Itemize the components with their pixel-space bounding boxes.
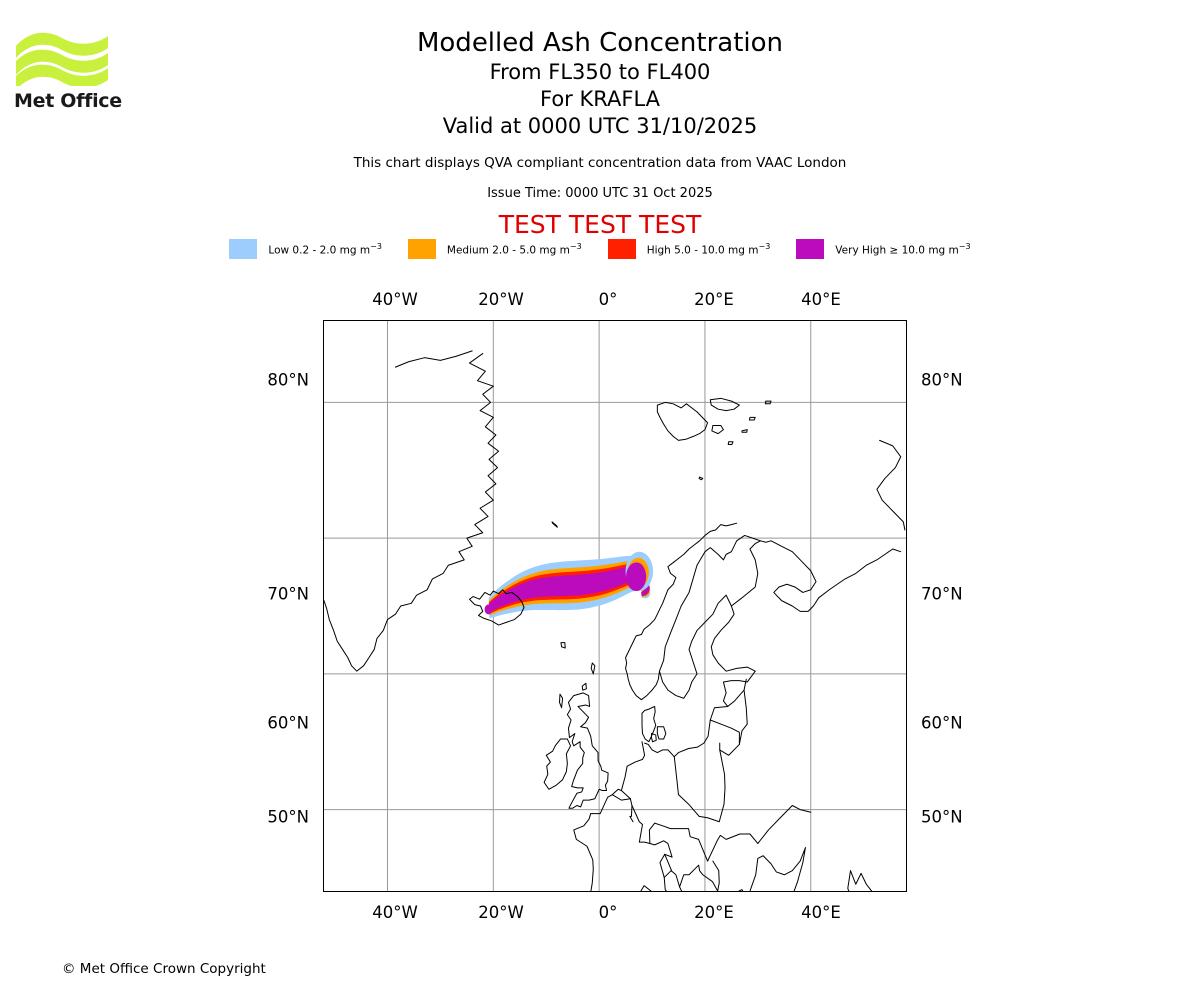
legend-swatch xyxy=(407,239,436,259)
map-frame xyxy=(323,320,907,892)
coastline-path xyxy=(711,425,724,435)
test-banner: TEST TEST TEST xyxy=(498,210,702,239)
title-volcano: For KRAFLA xyxy=(540,87,660,111)
coastline-path xyxy=(738,889,744,891)
coastline-path xyxy=(656,401,709,441)
lon-tick-label: 40°W xyxy=(372,903,418,922)
coastline-path xyxy=(719,678,748,756)
lat-tick-label: 50°N xyxy=(921,807,963,827)
title-flight-levels: From FL350 to FL400 xyxy=(489,60,711,84)
coastline-path xyxy=(658,594,756,699)
lat-tick-label: 60°N xyxy=(267,713,309,733)
coastline-path xyxy=(566,692,609,809)
coastline-path xyxy=(611,794,631,801)
coastline-path xyxy=(629,798,673,858)
legend-item: Low 0.2 - 2.0 mg m−3 xyxy=(229,239,382,259)
coastline-path xyxy=(560,642,566,649)
legend-label: Low 0.2 - 2.0 mg m−3 xyxy=(268,241,382,257)
legend-label: Very High ≥ 10.0 mg m−3 xyxy=(835,241,971,257)
legend-swatch xyxy=(229,239,258,259)
concentration-legend: Low 0.2 - 2.0 mg m−3 Medium 2.0 - 5.0 mg … xyxy=(0,239,1200,259)
chart-title-block: Modelled Ash Concentration From FL350 to… xyxy=(0,28,1200,240)
coastline-path xyxy=(644,670,756,758)
lon-tick-label: 20°E xyxy=(694,290,734,309)
coastline-path xyxy=(847,870,851,891)
lon-tick-label: 40°E xyxy=(801,290,841,309)
lat-tick-label: 70°N xyxy=(267,584,309,604)
legend-item: Very High ≥ 10.0 mg m−3 xyxy=(796,239,971,259)
coastline-path xyxy=(658,534,772,672)
coastline-path xyxy=(581,682,587,691)
ash-source-marker xyxy=(484,604,493,615)
coastline-path xyxy=(573,813,806,891)
coastline-path xyxy=(659,853,666,878)
coastline-path xyxy=(679,864,719,891)
copyright-notice: © Met Office Crown Copyright xyxy=(62,961,266,977)
coastline-path xyxy=(764,400,772,405)
coastline-path xyxy=(543,738,572,790)
coastline-path xyxy=(709,719,740,745)
coastline-path xyxy=(698,476,704,481)
coastline-path xyxy=(770,540,902,612)
coastline-path xyxy=(629,805,634,823)
ash-plume-lobe xyxy=(626,562,647,592)
coastline-path xyxy=(656,726,667,740)
lat-tick-label: 60°N xyxy=(921,713,963,733)
coastline-path xyxy=(625,522,738,701)
coastline-path xyxy=(324,353,500,672)
lon-tick-label: 0° xyxy=(598,903,618,922)
coastline-path xyxy=(709,397,740,412)
page-title: Modelled Ash Concentration xyxy=(416,28,784,58)
lon-tick-label: 20°W xyxy=(478,290,524,309)
met-office-logo: Met Office xyxy=(14,28,126,113)
lat-tick-label: 50°N xyxy=(267,807,309,827)
met-office-logo-text: Met Office xyxy=(14,90,122,112)
coastline-path xyxy=(558,693,564,709)
coastline-path xyxy=(590,662,596,675)
lat-tick-label: 80°N xyxy=(267,370,309,390)
coastline-path xyxy=(620,790,631,800)
coastline-path xyxy=(648,822,759,862)
map-canvas xyxy=(324,321,906,891)
issue-time: Issue Time: 0000 UTC 31 Oct 2025 xyxy=(487,186,713,201)
coastline-path xyxy=(730,540,761,607)
lon-tick-label: 40°E xyxy=(801,903,841,922)
coastline-path xyxy=(469,589,525,626)
coastline-path xyxy=(673,742,726,823)
coastline-path xyxy=(551,521,558,528)
coastline-path xyxy=(590,741,646,815)
qva-compliance-note: This chart displays QVA compliant concen… xyxy=(353,155,847,171)
coastline-path xyxy=(664,853,673,872)
coastlines xyxy=(324,350,906,891)
graticule xyxy=(324,321,906,891)
coastline-path xyxy=(748,416,756,421)
lat-tick-label: 80°N xyxy=(921,370,963,390)
coastline-path xyxy=(394,350,473,368)
legend-label: High 5.0 - 10.0 mg m−3 xyxy=(646,241,771,257)
lon-tick-label: 0° xyxy=(598,290,618,309)
coastline-path xyxy=(727,441,734,445)
legend-swatch xyxy=(796,239,825,259)
legend-item: High 5.0 - 10.0 mg m−3 xyxy=(607,239,771,259)
ash-concentration-map: 40°W 40°W 20°W 20°W 0° 0° 20°E 20°E 40°E 40°E 80°N… xyxy=(267,290,962,922)
legend-item: Medium 2.0 - 5.0 mg m−3 xyxy=(407,239,582,259)
coastline-path xyxy=(741,429,748,433)
ash-contour-very-high xyxy=(488,566,650,613)
coastline-path xyxy=(641,705,657,743)
coastline-path xyxy=(757,805,812,844)
coastline-path xyxy=(650,733,657,743)
met-office-wave-icon xyxy=(16,32,108,86)
lon-tick-label: 20°E xyxy=(694,903,734,922)
coastline-path xyxy=(876,439,906,531)
title-valid-time: Valid at 0000 UTC 31/10/2025 xyxy=(442,114,758,138)
lon-tick-label: 20°W xyxy=(478,903,524,922)
legend-swatch xyxy=(607,239,636,259)
legend-label: Medium 2.0 - 5.0 mg m−3 xyxy=(446,241,582,257)
coastline-path xyxy=(727,689,745,707)
lon-tick-label: 40°W xyxy=(372,290,418,309)
ash-plume-contours xyxy=(484,551,654,619)
coastline-path xyxy=(712,860,720,891)
lat-tick-label: 70°N xyxy=(921,584,963,604)
coastline-path xyxy=(849,870,873,891)
